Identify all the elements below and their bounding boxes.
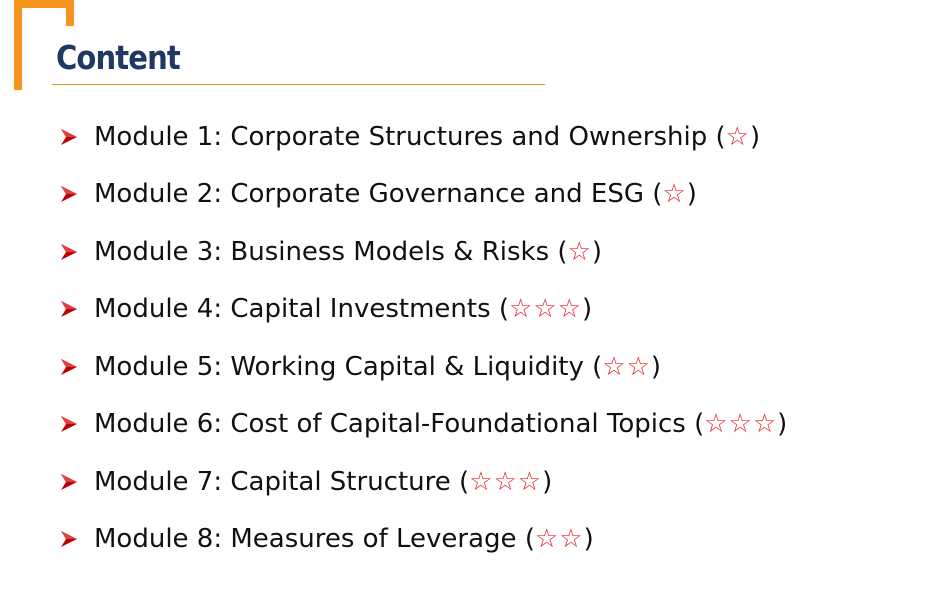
arrowhead-bullet-icon	[58, 298, 80, 320]
module-label: Module 6: Cost of Capital-Foundational T…	[94, 409, 686, 440]
slide-title: Content	[56, 38, 181, 77]
module-label: Module 7: Capital Structure	[94, 466, 451, 497]
difficulty-stars: ☆☆☆	[509, 294, 582, 325]
module-label: Module 1: Corporate Structures and Owner…	[94, 121, 708, 152]
arrowhead-bullet-icon	[58, 126, 80, 148]
module-label: Module 3: Business Models & Risks	[94, 236, 550, 267]
module-item-2: Module 2: Corporate Governance and ESG (…	[58, 166, 787, 224]
title-underline	[52, 84, 545, 85]
module-item-4: Module 4: Capital Investments (☆☆☆)	[58, 281, 787, 339]
module-label: Module 5: Working Capital & Liquidity	[94, 351, 584, 382]
module-label: Module 2: Corporate Governance and ESG	[94, 179, 644, 210]
difficulty-stars: ☆	[567, 236, 592, 267]
difficulty-stars: ☆☆☆	[469, 466, 543, 497]
difficulty-stars: ☆	[662, 179, 687, 210]
module-item-8: Module 8: Measures of Leverage (☆☆)	[58, 511, 787, 569]
module-item-7: Module 7: Capital Structure (☆☆☆)	[58, 453, 787, 511]
module-item-3: Module 3: Business Models & Risks (☆)	[58, 223, 787, 281]
module-label: Module 4: Capital Investments	[94, 294, 491, 325]
arrowhead-bullet-icon	[58, 241, 80, 263]
corner-bracket-decoration	[14, 0, 66, 90]
module-label: Module 8: Measures of Leverage	[94, 524, 517, 555]
arrowhead-bullet-icon	[58, 528, 80, 550]
module-item-5: Module 5: Working Capital & Liquidity (☆…	[58, 338, 787, 396]
module-list: Module 1: Corporate Structures and Owner…	[58, 108, 787, 568]
module-item-1: Module 1: Corporate Structures and Owner…	[58, 108, 787, 166]
difficulty-stars: ☆☆	[602, 351, 651, 382]
corner-bracket-tick	[66, 0, 74, 26]
arrowhead-bullet-icon	[58, 183, 80, 205]
arrowhead-bullet-icon	[58, 471, 80, 493]
arrowhead-bullet-icon	[58, 413, 80, 435]
arrowhead-bullet-icon	[58, 356, 80, 378]
difficulty-stars: ☆☆☆	[704, 409, 778, 440]
module-item-6: Module 6: Cost of Capital-Foundational T…	[58, 396, 787, 454]
difficulty-stars: ☆☆	[534, 524, 584, 555]
difficulty-stars: ☆	[725, 121, 750, 152]
